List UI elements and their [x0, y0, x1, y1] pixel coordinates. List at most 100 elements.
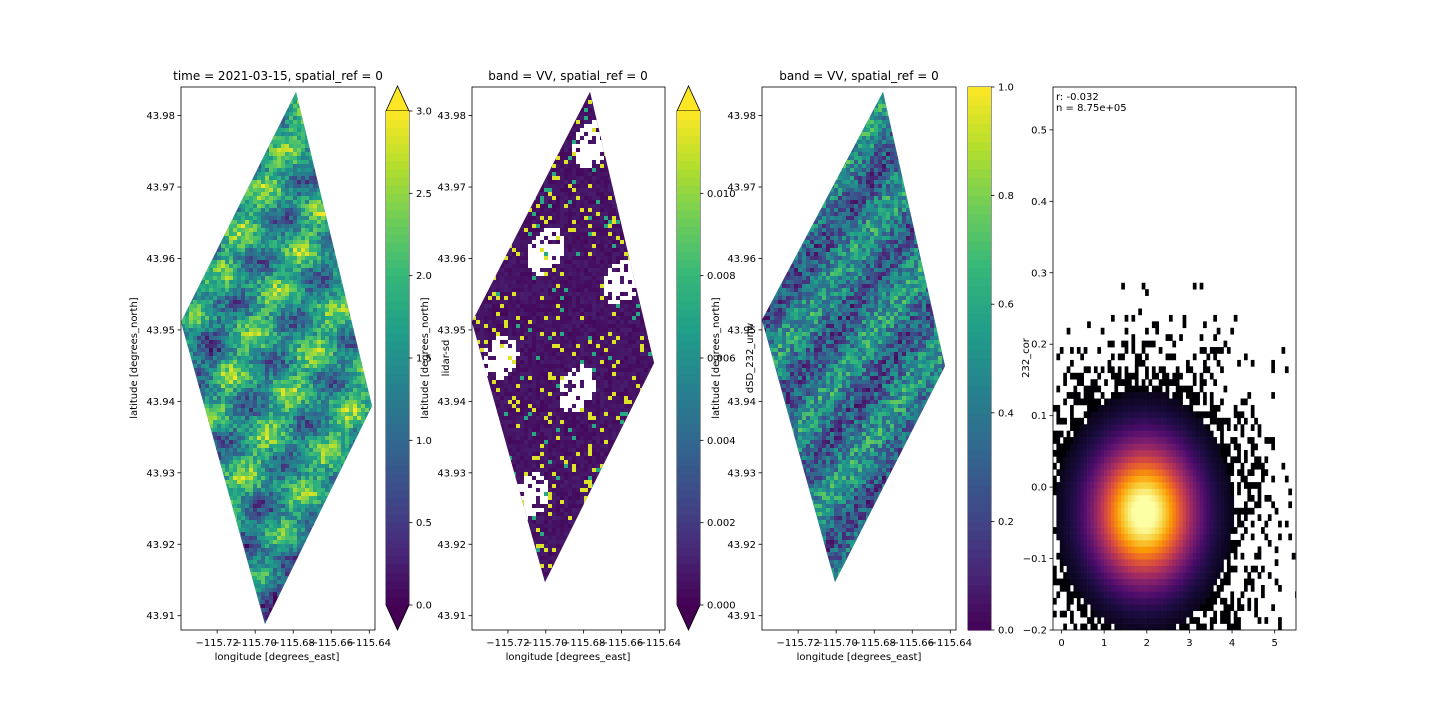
histogram-bin [1168, 559, 1173, 566]
histogram-bin [1097, 565, 1102, 573]
histogram-bin [1100, 417, 1105, 425]
histogram-bin [1087, 392, 1091, 399]
histogram-bin [1087, 462, 1091, 470]
colorbar-segment [677, 596, 700, 606]
histogram-bin [1104, 475, 1108, 483]
histogram-bin [1148, 469, 1153, 476]
histogram-bin [1151, 507, 1156, 515]
histogram-bin [1121, 610, 1125, 618]
colorbar-segment [386, 390, 409, 400]
histogram-bin [1114, 449, 1119, 457]
histogram-bin [1104, 539, 1108, 547]
histogram-bin [1199, 372, 1204, 380]
histogram-bin [1243, 456, 1248, 464]
histogram-bin [1121, 604, 1125, 612]
histogram-bin [1162, 494, 1166, 502]
histogram-bin [1196, 443, 1200, 451]
histogram-bin [1138, 520, 1142, 528]
histogram-bin [1151, 469, 1156, 476]
histogram-bin [1213, 501, 1218, 509]
histogram-bin [1138, 385, 1142, 393]
histogram-bin [1076, 520, 1081, 528]
histogram-bin [1182, 430, 1187, 438]
histogram-bin [1128, 559, 1132, 566]
histogram-bin [1158, 572, 1163, 579]
histogram-bin [1220, 469, 1224, 476]
colorbar-segment [677, 563, 700, 573]
histogram-bin [1141, 617, 1146, 624]
histogram-bin [1131, 539, 1136, 547]
histogram-bin [1240, 411, 1245, 419]
histogram-bin [1148, 411, 1153, 419]
histogram-bin [1148, 617, 1153, 624]
colorbar-segment [677, 530, 700, 540]
histogram-bin [1128, 462, 1132, 470]
colorbar-segment [386, 333, 409, 343]
histogram-bin [1131, 404, 1136, 412]
histogram-bin [1121, 527, 1125, 534]
histogram-bin [1134, 462, 1139, 470]
histogram-bin [1172, 494, 1177, 502]
histogram-bin [1145, 353, 1149, 361]
histogram-bin [1121, 488, 1125, 496]
colorbar-segment [968, 304, 991, 314]
histogram-bin [1284, 366, 1289, 374]
histogram-bin [1076, 494, 1081, 502]
histogram-bin [1134, 610, 1139, 618]
histogram-bin [1128, 392, 1132, 399]
histogram-bin [1110, 314, 1115, 322]
histogram-bin [1189, 385, 1194, 393]
histogram-bin [1172, 398, 1177, 406]
histogram-bin [1151, 411, 1156, 419]
histogram-bin [1107, 340, 1112, 348]
histogram-bin [1100, 475, 1105, 483]
histogram-bin [1059, 610, 1064, 618]
histogram-bin [1230, 597, 1235, 605]
histogram-bin [1110, 578, 1115, 586]
histogram-bin [1196, 597, 1200, 605]
histogram-bin [1189, 404, 1194, 412]
histogram-bin [1110, 443, 1115, 451]
histogram-bin [1070, 392, 1074, 399]
histogram-bin [1192, 520, 1197, 528]
y-tick-label: 43.93 [146, 468, 175, 479]
colorbar-segment [677, 539, 700, 548]
histogram-bin [1172, 578, 1177, 586]
histogram-bin [1165, 539, 1170, 547]
histogram-bin [1097, 604, 1102, 612]
histogram-bin [1124, 392, 1129, 399]
histogram-bin [1209, 623, 1214, 630]
histogram-bin [1203, 462, 1207, 470]
histogram-bin [1192, 443, 1197, 451]
histogram-bin [1179, 610, 1183, 618]
colorbar-segment [386, 111, 409, 120]
histogram-bin [1151, 437, 1156, 444]
histogram-bin [1104, 514, 1108, 521]
histogram-bin [1165, 501, 1170, 509]
histogram-bin [1223, 417, 1228, 425]
histogram-bin [1128, 546, 1132, 554]
histogram-bin [1097, 424, 1102, 431]
histogram-bin [1209, 507, 1214, 515]
histogram-bin [1124, 437, 1129, 444]
histogram-bin [1158, 437, 1163, 444]
y-tick-label: 43.96 [437, 254, 466, 265]
histogram-bin [1107, 437, 1112, 444]
histogram-bin [1063, 449, 1067, 457]
histogram-bin [1151, 584, 1156, 592]
x-tick-label: −115.70 [524, 638, 567, 649]
histogram-bin [1104, 469, 1108, 476]
histogram-bin [1076, 430, 1081, 438]
histogram-bin [1155, 404, 1160, 412]
histogram-bin [1145, 546, 1149, 554]
histogram-bin [1138, 359, 1142, 367]
histogram-bin [1203, 539, 1207, 547]
histogram-bin [1162, 578, 1166, 586]
histogram-bin [1059, 559, 1064, 566]
histogram-bin [1087, 366, 1091, 374]
histogram-bin [1165, 552, 1170, 560]
colorbar-tick-label: 0.000 [707, 601, 736, 612]
histogram-bin [1182, 584, 1187, 592]
histogram-bin [1076, 398, 1081, 406]
panel1-colorbar: 0.00.51.01.52.02.53.0 lidar-sd [385, 85, 452, 631]
